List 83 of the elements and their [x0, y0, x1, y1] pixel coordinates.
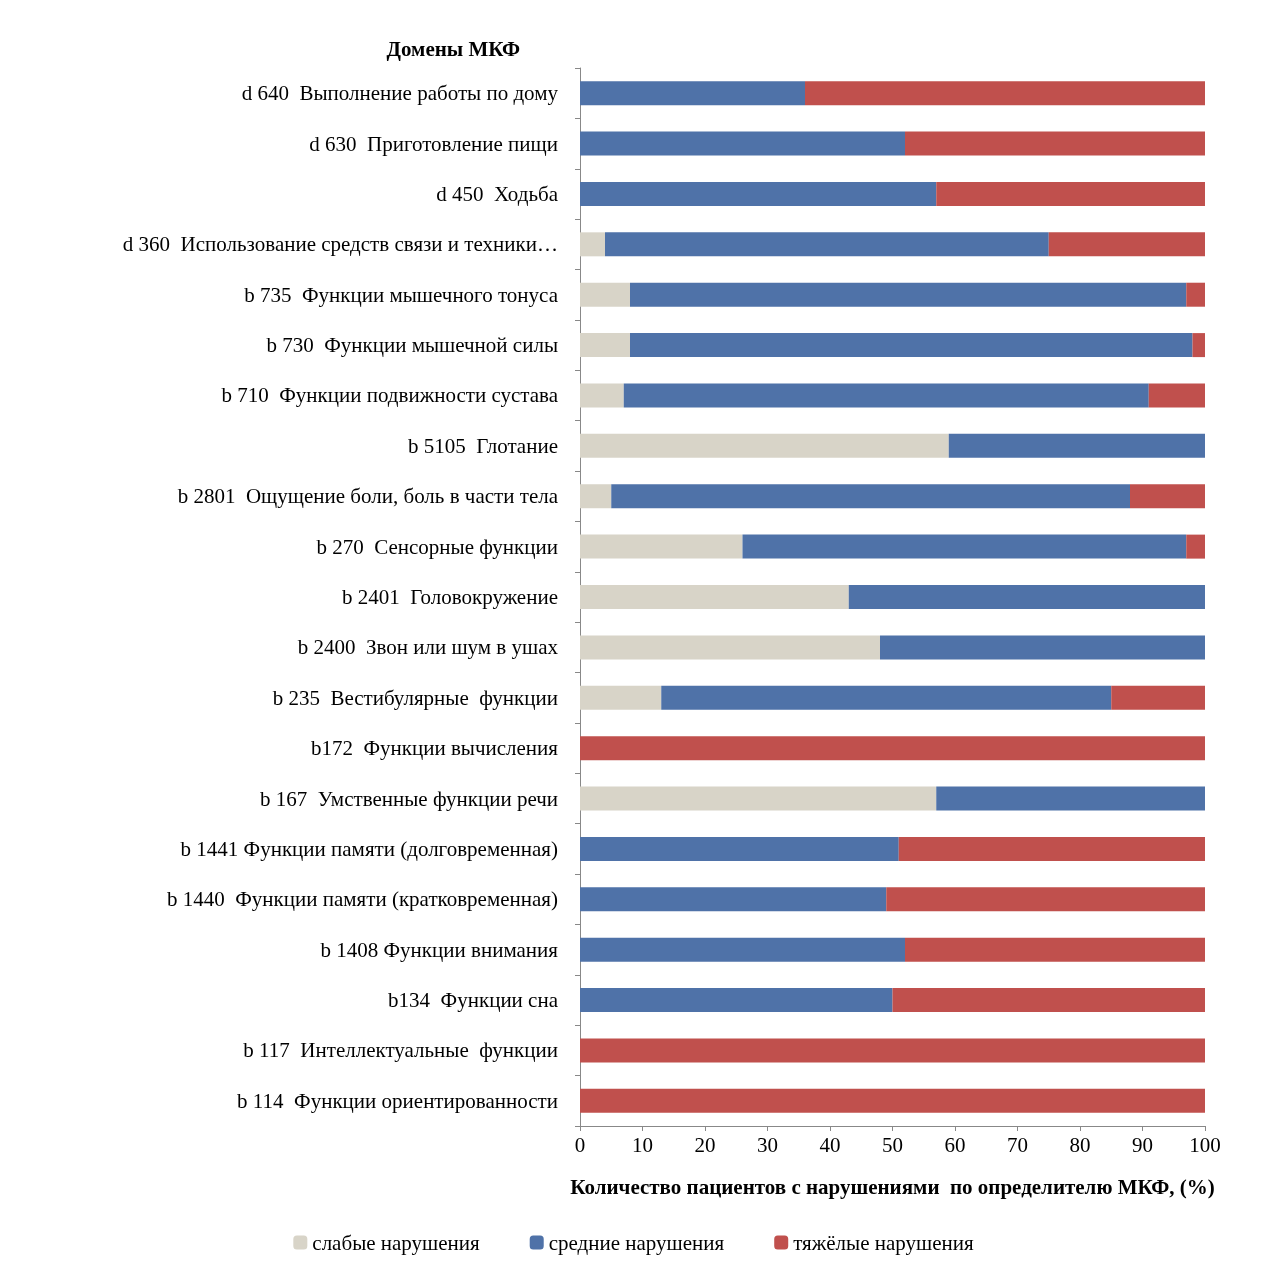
y-tick-label: b 735 Функции мышечного тонуса	[244, 282, 559, 307]
y-tick-label: b 2401 Головокружение	[341, 585, 558, 609]
bar	[936, 181, 1205, 206]
bar	[580, 131, 905, 156]
bar	[580, 1038, 1205, 1063]
y-tick-label: b 167 Умственные функции речи	[260, 786, 558, 811]
bar	[580, 181, 937, 206]
y-tick-label: d 640 Выполнение работы по дому	[241, 81, 559, 106]
bar	[1148, 383, 1205, 408]
bar	[1130, 484, 1205, 509]
bar	[848, 585, 1205, 609]
bar	[580, 534, 743, 559]
bar	[580, 433, 949, 458]
bar	[580, 232, 605, 257]
x-tick-label: 40	[819, 1132, 841, 1157]
bar	[936, 786, 1205, 811]
x-tick-label: 80	[1069, 1132, 1091, 1157]
bar	[580, 383, 624, 408]
bar	[580, 988, 893, 1013]
x-tick-label: 50	[882, 1132, 903, 1157]
bar	[948, 433, 1205, 458]
y-tick-label: b 270 Сенсорные функции	[316, 534, 558, 559]
bar	[580, 937, 905, 962]
bar	[1111, 685, 1205, 710]
y-tick-label: b134 Функции сна	[388, 988, 559, 1013]
bar	[580, 736, 1205, 761]
x-tick-label: 30	[757, 1132, 778, 1157]
bar	[805, 81, 1205, 106]
bar	[611, 484, 1130, 509]
y-tick-label: b 114 Функции ориентированности	[237, 1088, 558, 1113]
y-tick-label: b 710 Функции подвижности сустава	[221, 383, 559, 408]
bar	[1186, 282, 1205, 307]
bar	[742, 534, 1187, 559]
bar	[580, 887, 887, 912]
bar	[905, 131, 1205, 156]
bar	[880, 635, 1205, 660]
bar	[886, 887, 1205, 912]
x-tick-label: 70	[1007, 1132, 1028, 1157]
bar	[1186, 534, 1205, 559]
bar	[580, 484, 612, 509]
legend-label: слабые нарушения	[312, 1230, 481, 1255]
x-tick-label: 100	[1189, 1132, 1221, 1157]
legend-label: средние нарушения	[548, 1230, 725, 1255]
bar	[623, 383, 1149, 408]
y-axis-title: Домены МКФ	[386, 36, 520, 61]
bar	[1048, 232, 1205, 257]
x-tick-label: 10	[632, 1132, 653, 1157]
y-tick-label: d 360 Использование средств связи и техники…	[122, 232, 558, 257]
y-tick-label: d 630 Приготовление пищи	[309, 131, 558, 156]
bar	[630, 333, 1193, 358]
y-tick-label: b 1441 Функции памяти (долговременная)	[180, 836, 559, 861]
bar	[580, 685, 662, 710]
y-tick-label: b 1440 Функции памяти (кратковременная)	[166, 887, 558, 912]
x-tick-label: 90	[1132, 1132, 1153, 1157]
x-tick-label: 0	[574, 1132, 586, 1157]
bar	[898, 836, 1205, 861]
bar	[605, 232, 1049, 257]
y-tick-label: b 235 Вестибулярные функции	[272, 685, 558, 710]
y-tick-label: b 730 Функции мышечной силы	[266, 333, 558, 358]
x-axis-title: Количество пациентов с нарушениями по определителю МКФ, (%)	[570, 1174, 1215, 1199]
bar	[905, 937, 1205, 962]
y-tick-label: b172 Функции вычисления	[310, 736, 559, 761]
bar	[630, 282, 1187, 307]
x-tick-label: 60	[944, 1132, 966, 1157]
bar	[892, 988, 1205, 1013]
bar	[580, 836, 899, 861]
x-tick-label: 20	[694, 1132, 716, 1157]
legend-label: тяжёлые нарушения	[793, 1230, 975, 1255]
y-tick-label: b 2801 Ощущение боли, боль в части тела	[177, 484, 559, 509]
y-tick-label: b 117 Интеллектуальные функции	[243, 1038, 558, 1063]
y-tick-label: d 450 Ходьба	[436, 181, 559, 206]
bar	[580, 786, 937, 811]
y-tick-label: b 1408 Функции внимания	[320, 937, 559, 962]
bar	[580, 333, 630, 358]
bar	[580, 81, 805, 106]
bar	[580, 1088, 1205, 1113]
bar	[1192, 333, 1205, 358]
bar	[580, 585, 849, 609]
bar	[580, 635, 880, 660]
bar	[661, 685, 1112, 710]
y-tick-label: b 2400 Звон или шум в ушах	[297, 635, 559, 660]
y-tick-label: b 5105 Глотание	[407, 433, 558, 458]
bar	[580, 282, 630, 307]
